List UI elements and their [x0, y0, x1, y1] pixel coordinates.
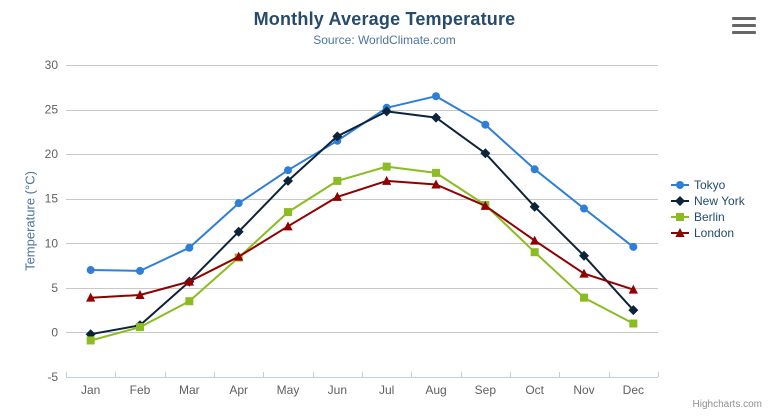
new-york-marker[interactable]: [233, 226, 244, 237]
chart-title: Monthly Average Temperature: [253, 9, 516, 29]
legend-item-berlin[interactable]: Berlin: [671, 211, 745, 223]
tokyo-line: [89, 95, 635, 272]
legend: Tokyo New York Berlin London: [671, 179, 745, 239]
new-york-marker[interactable]: [480, 148, 491, 159]
tokyo-marker[interactable]: [432, 92, 440, 101]
berlin-legend-marker-icon: [671, 213, 689, 221]
x-axis-tick-label: Feb: [130, 383, 151, 397]
london-marker[interactable]: [530, 235, 540, 245]
legend-item-new-york[interactable]: New York: [671, 195, 745, 207]
berlin-marker[interactable]: [86, 336, 95, 345]
tokyo-marker[interactable]: [86, 266, 95, 275]
london-marker[interactable]: [579, 268, 589, 278]
y-axis-tick-label: 0: [51, 325, 58, 339]
tokyo-marker[interactable]: [136, 266, 144, 275]
legend-label: Tokyo: [694, 178, 726, 192]
berlin-marker[interactable]: [333, 176, 342, 185]
x-axis-tick-label: Aug: [425, 383, 446, 397]
legend-item-tokyo[interactable]: Tokyo: [671, 179, 745, 191]
y-axis-tick-label: 15: [45, 192, 59, 206]
london-marker[interactable]: [431, 179, 441, 189]
chart-subtitle: Source: WorldClimate.com: [313, 33, 456, 47]
series-london: [86, 175, 638, 302]
export-menu-button[interactable]: [732, 17, 756, 34]
x-axis-tick-label: Apr: [229, 383, 248, 397]
x-axis-tick-label: Jul: [379, 383, 394, 397]
y-axis-tick-label: 20: [45, 147, 59, 161]
london-marker[interactable]: [135, 289, 145, 299]
y-axis-title: Temperature (°C): [22, 171, 38, 271]
legend-label: Berlin: [694, 210, 725, 224]
credits-link[interactable]: Highcharts.com: [692, 399, 762, 410]
hamburger-icon: [732, 24, 756, 27]
hamburger-icon: [732, 31, 756, 34]
new-york-line: [89, 110, 635, 336]
y-gridlines: [66, 65, 658, 378]
tokyo-marker[interactable]: [284, 166, 292, 175]
new-york-marker[interactable]: [431, 112, 441, 123]
hamburger-icon: [732, 17, 756, 20]
london-line: [89, 179, 635, 299]
london-marker[interactable]: [234, 251, 244, 261]
berlin-line: [89, 165, 635, 342]
tokyo-legend-marker-icon: [671, 181, 689, 189]
london-marker[interactable]: [382, 175, 392, 185]
x-axis-tick-label: Nov: [573, 383, 594, 397]
new-york-marker[interactable]: [381, 106, 392, 117]
series-new-york: [85, 106, 639, 340]
new-york-marker[interactable]: [628, 305, 639, 316]
y-axis-tick-label: 5: [51, 281, 58, 295]
x-axis-tick-label: Oct: [525, 383, 544, 397]
x-axis: Jan Feb Mar Apr May Jun Jul Aug Sep Oct Nov Dec: [66, 372, 659, 397]
series-tokyo: [86, 92, 638, 275]
x-axis-tick-label: Mar: [179, 383, 200, 397]
tokyo-marker[interactable]: [234, 199, 243, 208]
new-york-marker[interactable]: [332, 131, 343, 142]
berlin-marker[interactable]: [284, 208, 292, 217]
berlin-marker[interactable]: [629, 319, 638, 328]
tokyo-marker[interactable]: [580, 204, 588, 213]
london-marker[interactable]: [86, 292, 96, 302]
berlin-marker[interactable]: [185, 297, 194, 306]
berlin-marker[interactable]: [530, 248, 539, 257]
y-axis-tick-label: 25: [45, 103, 59, 117]
x-axis-tick-label: May: [277, 383, 300, 397]
berlin-marker[interactable]: [432, 168, 440, 177]
legend-label: New York: [694, 194, 745, 208]
tokyo-marker[interactable]: [530, 165, 539, 174]
x-axis-tick-label: Jun: [328, 383, 347, 397]
berlin-marker[interactable]: [580, 293, 588, 302]
tokyo-marker[interactable]: [629, 242, 638, 251]
legend-label: London: [694, 226, 735, 240]
x-axis-tick-label: Jan: [81, 383, 100, 397]
tokyo-marker[interactable]: [481, 120, 490, 129]
x-axis-tick-label: Sep: [475, 383, 497, 397]
london-marker[interactable]: [332, 191, 342, 201]
x-axis-tick-label: Dec: [623, 383, 644, 397]
london-marker[interactable]: [628, 284, 638, 294]
y-axis-tick-label: 30: [45, 58, 59, 72]
london-marker[interactable]: [184, 276, 194, 286]
new-york-marker[interactable]: [283, 175, 293, 186]
y-axis-tick-label: 10: [45, 236, 59, 250]
london-marker[interactable]: [283, 221, 293, 231]
new-york-legend-marker-icon: [671, 196, 689, 206]
new-york-marker[interactable]: [579, 250, 589, 261]
y-axis-tick-label: -5: [47, 370, 58, 384]
tokyo-marker[interactable]: [185, 243, 194, 252]
legend-item-london[interactable]: London: [671, 227, 745, 239]
berlin-marker[interactable]: [136, 323, 144, 332]
new-york-marker[interactable]: [529, 201, 540, 212]
london-legend-marker-icon: [671, 228, 689, 237]
london-marker[interactable]: [480, 200, 490, 210]
berlin-marker[interactable]: [382, 162, 391, 171]
